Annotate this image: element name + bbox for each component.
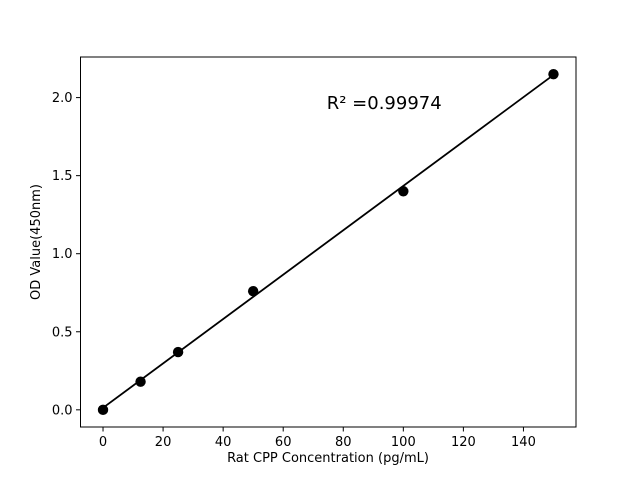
axes-frame xyxy=(80,56,577,428)
x-tick-label: 0 xyxy=(99,435,107,450)
data-point xyxy=(548,68,559,80)
y-axis-label: OD Value(450nm) xyxy=(29,184,45,300)
data-point xyxy=(398,186,409,197)
x-tick-label: 40 xyxy=(215,435,232,450)
x-tick-label: 140 xyxy=(511,435,536,450)
x-tick-label: 120 xyxy=(451,435,476,450)
data-point xyxy=(247,285,259,297)
y-tick-label: 1.5 xyxy=(52,169,73,184)
fit-line xyxy=(102,74,555,409)
r-squared-annotation: R² =0.99974 xyxy=(326,92,442,114)
y-tick-label: 1.0 xyxy=(52,247,73,262)
data-point xyxy=(97,404,109,416)
data-point xyxy=(135,376,146,387)
y-tick-label: 2.0 xyxy=(52,91,73,106)
x-tick-label: 100 xyxy=(391,435,416,450)
x-tick-label: 60 xyxy=(275,435,292,450)
y-tick-label: 0.0 xyxy=(52,403,73,418)
x-axis-label: Rat CPP Concentration (pg/mL) xyxy=(227,451,429,466)
x-tick-label: 20 xyxy=(155,435,172,450)
y-tick-label: 0.5 xyxy=(52,325,73,340)
data-point xyxy=(172,346,184,358)
x-tick-label: 80 xyxy=(335,435,352,450)
